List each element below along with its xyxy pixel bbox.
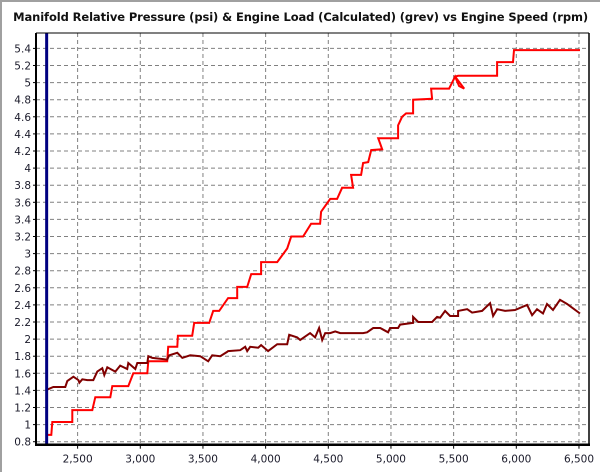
y-tick-label: 4.4 [14,129,31,141]
chart-title: Manifold Relative Pressure (psi) & Engin… [13,10,588,24]
y-tick-label: 1.4 [14,385,31,397]
y-tick-label: 4.8 [14,95,31,107]
x-tick-label: 4,000 [251,454,281,466]
y-tick-label: 2.6 [14,283,31,295]
y-tick-label: 3.2 [14,231,31,243]
x-tick-label: 4,500 [313,454,343,466]
x-tick-label: 2,500 [63,454,93,466]
y-tick-label: 3 [24,249,31,261]
y-tick-label: 2.4 [14,300,31,312]
y-tick-label: 4.2 [14,146,31,158]
series-line-engine-load [46,298,581,391]
y-tick-label: 2.8 [14,266,31,278]
x-tick-label: 3,500 [188,454,218,466]
y-tick-label: 5 [24,78,31,90]
y-tick-label: 5.4 [14,43,31,55]
x-tick-label: 3,000 [125,454,155,466]
y-tick-label: 3.4 [14,214,31,226]
y-tick-label: 3.6 [14,197,31,209]
x-tick-label: 5,000 [376,454,406,466]
series-group [45,33,581,445]
axes [33,32,590,449]
gridlines [36,33,589,445]
x-tick-label: 6,000 [501,454,531,466]
y-tick-label: 4.6 [14,112,31,124]
y-tick-label: 2.2 [14,317,31,329]
y-tick-label: 1 [24,420,31,432]
y-tick-label: 3.8 [14,180,31,192]
y-tick-label: 1.8 [14,351,31,363]
y-tick-label: 1.2 [14,403,31,415]
y-tick-label: 0.8 [14,437,31,449]
y-tick-label: 1.6 [14,368,31,380]
x-tick-label: 5,500 [439,454,469,466]
y-tick-label: 5.2 [14,60,31,72]
x-tick-label: 6,500 [564,454,594,466]
y-tick-label: 2 [24,334,31,346]
y-tick-label: 4 [24,163,31,175]
series-line-manifold-pressure [47,49,580,436]
tick-labels: 0.8 1 1.2 1.4 1.6 1.8 2 2.2 2.4 2.6 2.8 3 3.2 3.4 3.6 3… [14,43,594,465]
